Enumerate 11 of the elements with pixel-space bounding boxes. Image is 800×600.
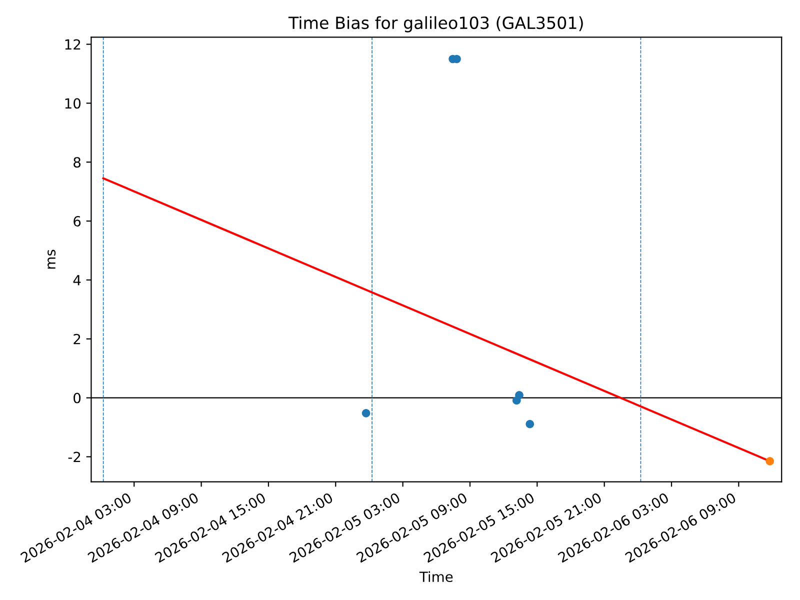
y-tick-label: 2 [74, 334, 80, 344]
y-tick-label: 4 [73, 275, 81, 286]
y-tick-label: 6 [74, 216, 81, 227]
y-tick-label: 10 [65, 98, 81, 109]
x-axis-title: Time [419, 571, 453, 582]
y-tick-label: 12 [65, 39, 80, 50]
y-axis-title: ms [48, 250, 56, 269]
y-tick-label: 0 [74, 392, 81, 404]
y-tick-label: 8 [74, 157, 81, 168]
chart-title: Time Bias for galileo103 (GAL3501) [288, 16, 583, 32]
y-tick-label: -2 [68, 452, 80, 462]
